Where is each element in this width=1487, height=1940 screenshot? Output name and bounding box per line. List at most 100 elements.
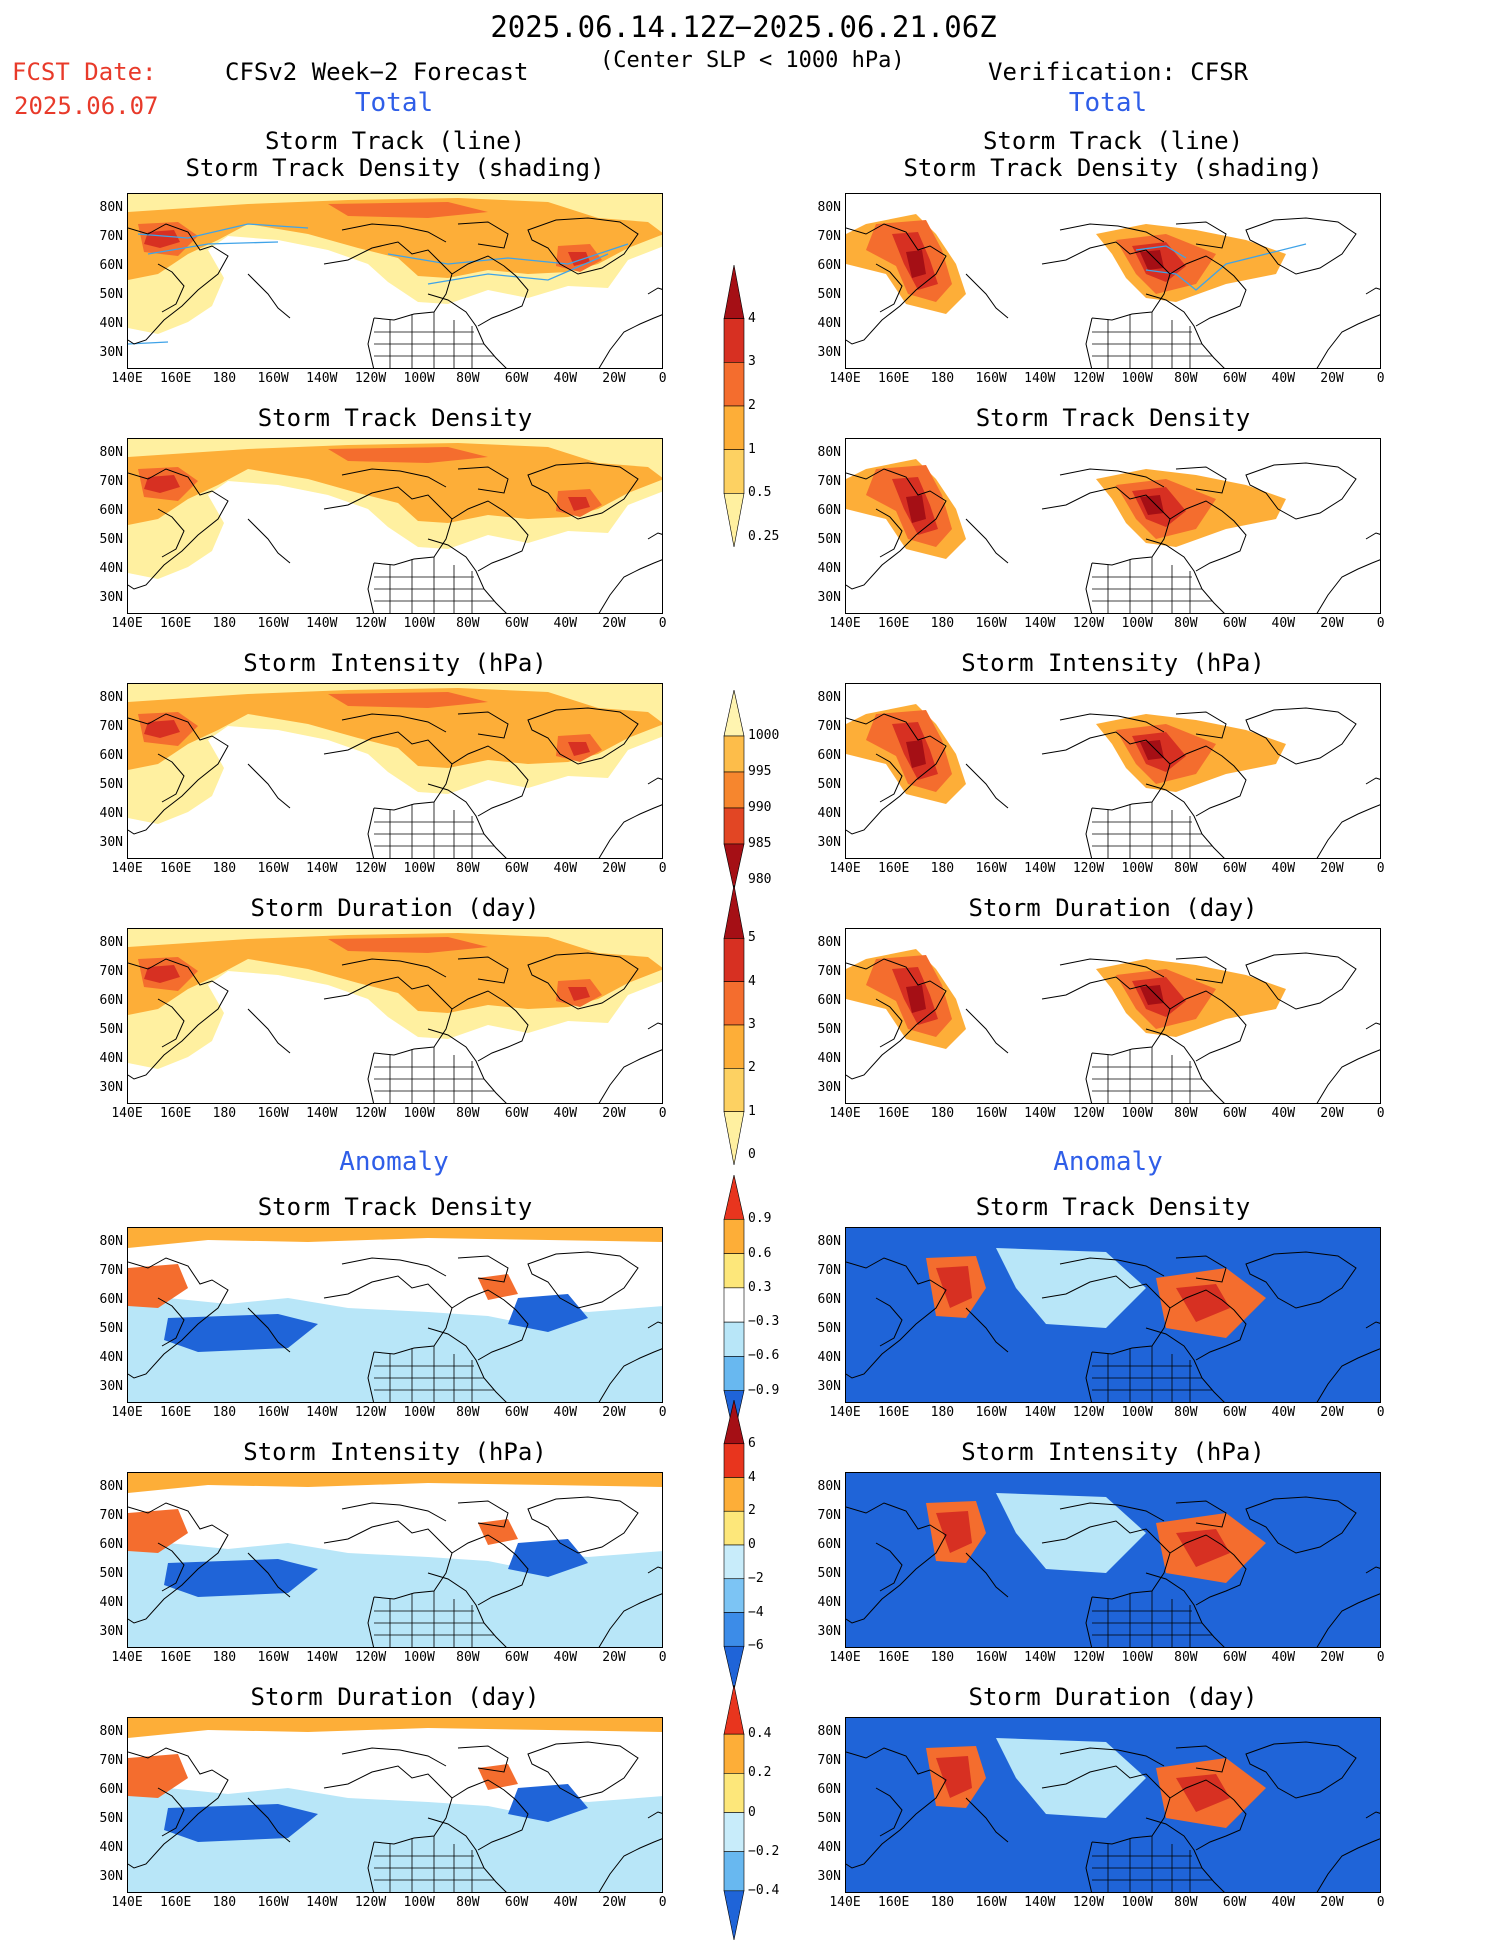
lon-tick-label: 140W — [306, 616, 338, 631]
lon-tick-label: 100W — [1121, 1650, 1153, 1665]
duration-colorbar-label: 5 — [748, 930, 756, 946]
anom_intensity-colorbar-label: 0 — [748, 1537, 756, 1552]
lon-tick-label: 60W — [504, 1106, 529, 1121]
anom_intensity-colorbar-label: −2 — [748, 1570, 764, 1586]
lon-tick-label: 40W — [553, 1405, 578, 1420]
lat-tick-label: 40N — [817, 1051, 841, 1066]
lon-tick-label: 40W — [553, 1650, 578, 1665]
lon-tick-label: 180 — [930, 616, 955, 631]
lon-tick-label: 0 — [1376, 1106, 1385, 1121]
lon-tick-label: 140W — [1024, 371, 1056, 386]
lon-tick-label: 140E — [829, 1650, 861, 1665]
lon-tick-label: 40W — [1271, 1106, 1296, 1121]
lat-tick-label: 30N — [817, 1080, 841, 1095]
lon-tick-label: 180 — [930, 1895, 955, 1910]
lat-tick-label: 50N — [99, 287, 123, 302]
total-track-title-verification: Storm Track (line) Storm Track Density (… — [903, 127, 1323, 182]
lon-tick-label: 140E — [111, 616, 143, 631]
lon-tick-label: 160W — [257, 1895, 289, 1910]
lon-tick-label: 0 — [658, 616, 667, 631]
lon-tick-label: 80W — [1174, 1106, 1198, 1121]
lat-tick-label: 80N — [817, 1234, 841, 1249]
anom_density-colorbar-label: 0.6 — [748, 1245, 772, 1261]
lon-tick-label: 160E — [878, 1405, 910, 1420]
lon-tick-label: 0 — [1376, 861, 1385, 876]
lat-tick-label: 50N — [817, 1811, 841, 1826]
lon-tick-label: 0 — [658, 861, 667, 876]
lon-tick-label: 60W — [504, 1405, 529, 1420]
lon-tick-label: 60W — [1222, 861, 1247, 876]
anomaly-duration-map-verification — [845, 1717, 1381, 1893]
lon-tick-label: 120W — [354, 1895, 387, 1910]
lon-tick-label: 160E — [160, 371, 192, 386]
lon-tick-label: 180 — [212, 616, 237, 631]
lon-tick-label: 100W — [403, 616, 435, 631]
lat-tick-label: 30N — [99, 1080, 123, 1095]
lat-tick-label: 40N — [99, 1350, 123, 1365]
lon-tick-label: 60W — [1222, 1405, 1247, 1420]
total-track-map-forecast — [127, 193, 663, 369]
total-intensity-map-verification — [845, 683, 1381, 859]
lon-tick-label: 100W — [1121, 1106, 1153, 1121]
total-density-title-forecast: Storm Track Density — [257, 404, 533, 432]
lon-tick-label: 160W — [257, 1106, 289, 1121]
anom_intensity-colorbar-label: −4 — [748, 1604, 764, 1620]
lat-tick-label: 70N — [817, 1263, 841, 1278]
lat-tick-label: 60N — [817, 1292, 841, 1307]
anom_duration-colorbar-label: 0 — [748, 1804, 756, 1820]
lat-tick-label: 50N — [817, 1022, 841, 1037]
lat-tick-label: 80N — [817, 690, 841, 705]
anomaly-density-title-forecast: Storm Track Density — [257, 1193, 533, 1221]
lon-tick-label: 120W — [354, 1106, 387, 1121]
fcst-date-value: 2025.06.07 — [14, 92, 159, 120]
lon-tick-label: 40W — [553, 1106, 578, 1121]
lon-tick-label: 160E — [160, 616, 192, 631]
lon-tick-label: 40W — [1271, 1895, 1296, 1910]
lon-tick-label: 140W — [306, 861, 338, 876]
left-anomaly-label: Anomaly — [339, 1147, 449, 1177]
lon-tick-label: 60W — [1222, 1650, 1247, 1665]
lat-tick-label: 30N — [817, 835, 841, 850]
lon-tick-label: 40W — [1271, 861, 1296, 876]
total-intensity-map-forecast — [127, 683, 663, 859]
lat-tick-label: 40N — [99, 806, 123, 821]
date-range-title: 2025.06.14.12Z−2025.06.21.06Z — [490, 10, 997, 44]
lat-tick-label: 30N — [817, 590, 841, 605]
lat-tick-label: 60N — [817, 993, 841, 1008]
lon-tick-label: 160E — [160, 1106, 192, 1121]
lat-tick-label: 50N — [99, 532, 123, 547]
lat-tick-label: 30N — [817, 345, 841, 360]
lon-tick-label: 100W — [403, 1405, 435, 1420]
lon-tick-label: 100W — [1121, 616, 1153, 631]
lon-tick-label: 60W — [1222, 1895, 1247, 1910]
anom_duration-colorbar — [723, 1685, 745, 1940]
lat-tick-label: 70N — [817, 229, 841, 244]
total-density-map-forecast — [127, 438, 663, 614]
lat-tick-label: 80N — [99, 200, 123, 215]
lon-tick-label: 40W — [553, 1895, 578, 1910]
lon-tick-label: 20W — [602, 861, 626, 876]
anomaly-duration-title-verification: Storm Duration (day) — [968, 1683, 1258, 1711]
lat-tick-label: 70N — [99, 1508, 123, 1523]
lat-tick-label: 50N — [817, 777, 841, 792]
lon-tick-label: 80W — [1174, 1405, 1198, 1420]
total-track-title-forecast: Storm Track (line) Storm Track Density (… — [185, 127, 605, 182]
lon-tick-label: 20W — [1320, 1895, 1344, 1910]
lat-tick-label: 30N — [99, 1379, 123, 1394]
lon-tick-label: 120W — [1072, 371, 1105, 386]
lat-tick-label: 80N — [817, 200, 841, 215]
lon-tick-label: 180 — [930, 1106, 955, 1121]
lon-tick-label: 140E — [829, 1895, 861, 1910]
lat-tick-label: 60N — [99, 993, 123, 1008]
total-intensity-title-verification: Storm Intensity (hPa) — [961, 649, 1265, 677]
lon-tick-label: 40W — [1271, 616, 1296, 631]
lat-tick-label: 60N — [99, 748, 123, 763]
lon-tick-label: 40W — [1271, 1650, 1296, 1665]
anom_density-colorbar-label: −0.9 — [748, 1382, 780, 1398]
right-model-title: Verification: CFSR — [988, 58, 1249, 86]
lon-tick-label: 160W — [975, 1650, 1007, 1665]
lon-tick-label: 140E — [111, 1405, 143, 1420]
lon-tick-label: 80W — [456, 616, 480, 631]
lon-tick-label: 140E — [111, 371, 143, 386]
lon-tick-label: 40W — [553, 616, 578, 631]
